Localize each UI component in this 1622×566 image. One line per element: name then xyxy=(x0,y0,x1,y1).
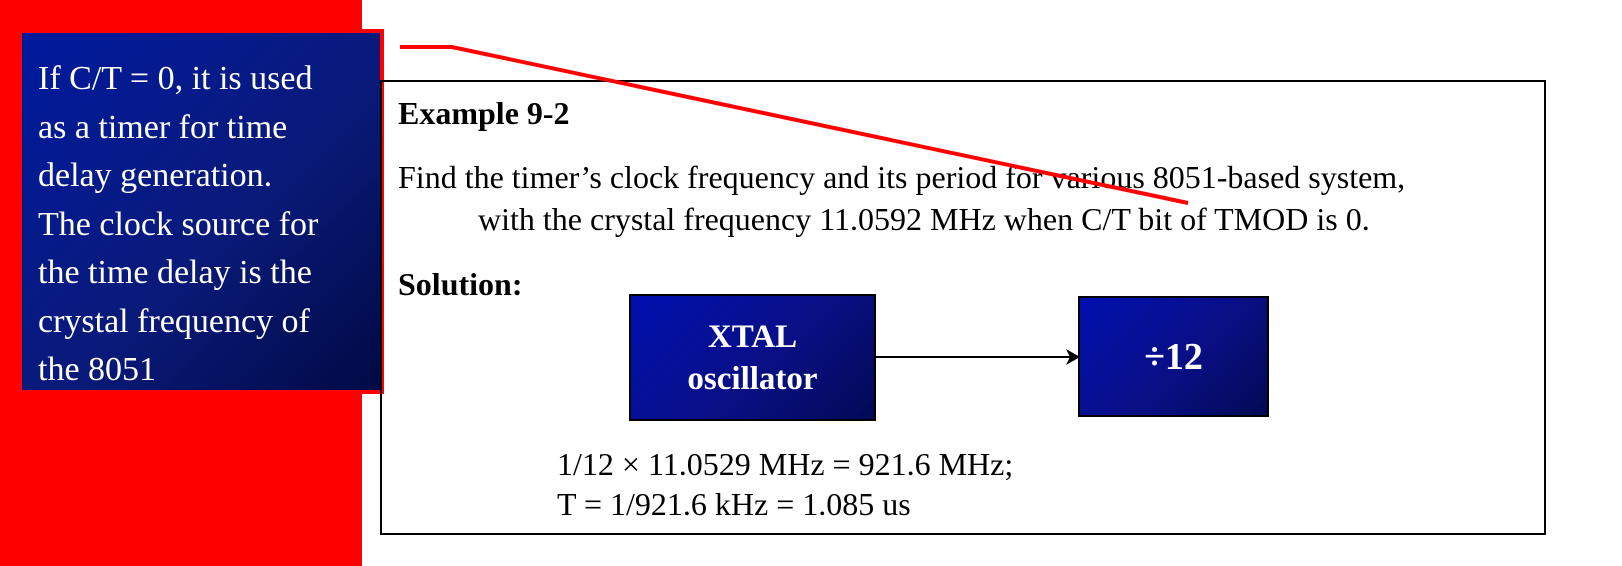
example-box xyxy=(380,80,1546,535)
divider-label: ÷12 xyxy=(1144,335,1203,378)
problem-text-line2: with the crystal frequency 11.0592 MHz w… xyxy=(478,201,1370,237)
formula-line2: T = 1/921.6 kHz = 1.085 us xyxy=(557,486,911,522)
callout-line: The clock source for xyxy=(38,205,319,243)
callout-pointer-line xyxy=(400,45,1189,205)
xtal-oscillator-block: XTAL oscillator xyxy=(629,294,876,421)
callout-line: delay generation. xyxy=(38,157,273,194)
callout-line: If C/T = 0, it is used xyxy=(38,60,313,97)
callout-line: the time delay is the xyxy=(38,254,312,291)
formula-line1: 1/12 × 11.0529 MHz = 921.6 MHz; xyxy=(557,446,1014,482)
callout-line: crystal frequency of xyxy=(38,302,310,340)
solution-label: Solution: xyxy=(398,266,523,302)
xtal-label-line2: oscillator xyxy=(687,360,818,397)
callout-line: the 8051 xyxy=(38,351,157,388)
example-title: Example 9-2 xyxy=(398,95,570,131)
callout-line: as a timer for time xyxy=(38,108,288,146)
arrow-head-icon xyxy=(1066,349,1080,365)
xtal-label-line1: XTAL xyxy=(707,318,798,355)
problem-text-line1: Find the timer’s clock frequency and its… xyxy=(398,159,1406,195)
callout-box: If C/T = 0, it is used as a timer for ti… xyxy=(18,29,384,394)
